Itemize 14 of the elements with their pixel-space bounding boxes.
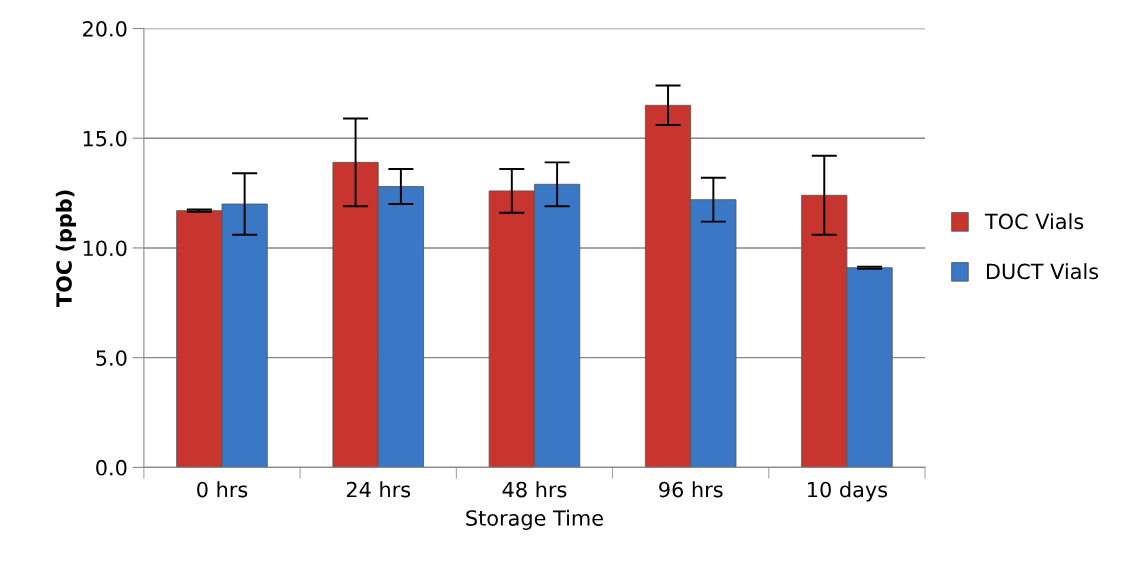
x-axis-title: Storage Time xyxy=(466,509,603,530)
y-tick-label: 5.0 xyxy=(96,350,127,366)
y-axis-title: TOC (ppb) xyxy=(55,190,76,307)
x-tick-label: 48 hrs xyxy=(502,481,567,498)
x-tick-label: 24 hrs xyxy=(346,481,411,498)
y-tick-label: 0.0 xyxy=(96,459,127,476)
x-tick-label: 10 days xyxy=(808,481,888,502)
x-tick-label: 96 hrs xyxy=(659,481,723,498)
y-tick-label: 20.0 xyxy=(83,20,127,37)
y-tick-label: 15.0 xyxy=(83,130,127,147)
x-tick-label: 0 hrs xyxy=(197,481,248,498)
legend-label: DUCT Vials xyxy=(986,263,1099,280)
legend-label: TOC Vials xyxy=(984,213,1084,230)
y-tick-label: 10.0 xyxy=(83,240,127,257)
